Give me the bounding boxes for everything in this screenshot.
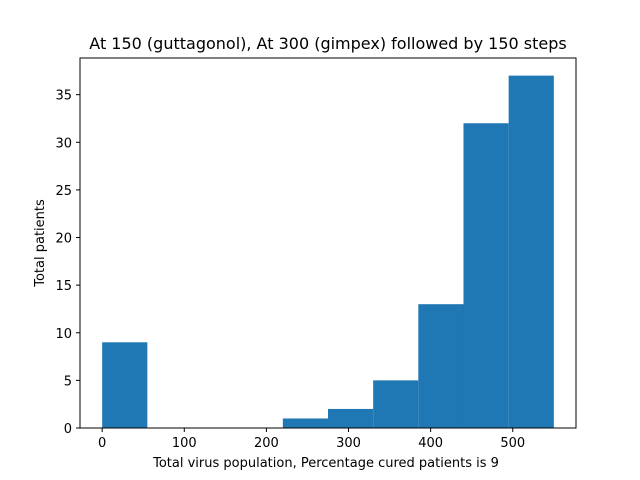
- histogram-bar: [463, 123, 509, 428]
- histogram-bar: [328, 408, 374, 428]
- histogram-bar: [508, 75, 554, 428]
- chart-title: At 150 (guttagonol), At 300 (gimpex) fol…: [89, 34, 566, 53]
- x-tick-label: 0: [98, 436, 106, 451]
- x-tick-label: 400: [418, 436, 443, 451]
- y-axis-ticks: 0 5 10 15 20 25 30 35: [55, 89, 80, 437]
- y-tick-label: 15: [55, 279, 72, 294]
- y-axis-label: Total patients: [33, 199, 48, 288]
- histogram-bar: [373, 380, 419, 428]
- y-tick-label: 0: [64, 422, 72, 437]
- x-axis-ticks: 0 100 200 300 400 500: [98, 428, 525, 451]
- histogram-bar: [418, 304, 464, 428]
- bars-group: [102, 75, 554, 428]
- y-tick-label: 30: [55, 136, 72, 151]
- x-tick-label: 500: [500, 436, 525, 451]
- y-tick-label: 5: [64, 374, 72, 389]
- x-tick-label: 200: [254, 436, 279, 451]
- x-tick-label: 300: [336, 436, 361, 451]
- plot-frame: [79, 57, 577, 429]
- x-axis-label: Total virus population, Percentage cured…: [152, 456, 499, 471]
- histogram-bar: [282, 418, 328, 428]
- histogram-bar: [102, 342, 148, 428]
- x-tick-label: 100: [172, 436, 197, 451]
- y-tick-label: 35: [55, 89, 72, 104]
- y-tick-label: 20: [55, 232, 72, 247]
- y-tick-label: 25: [55, 184, 72, 199]
- y-tick-label: 10: [55, 327, 72, 342]
